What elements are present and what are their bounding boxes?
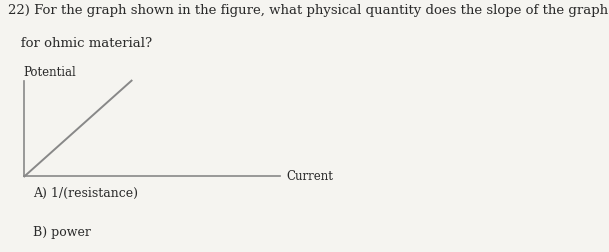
Text: A) 1/(resistance): A) 1/(resistance) (33, 186, 138, 200)
Text: Current: Current (286, 170, 333, 183)
Text: for ohmic material?: for ohmic material? (8, 37, 152, 50)
Text: B) power: B) power (33, 226, 91, 239)
Text: Potential: Potential (23, 66, 76, 79)
Text: 22) For the graph shown in the figure, what physical quantity does the slope of : 22) For the graph shown in the figure, w… (8, 4, 609, 17)
